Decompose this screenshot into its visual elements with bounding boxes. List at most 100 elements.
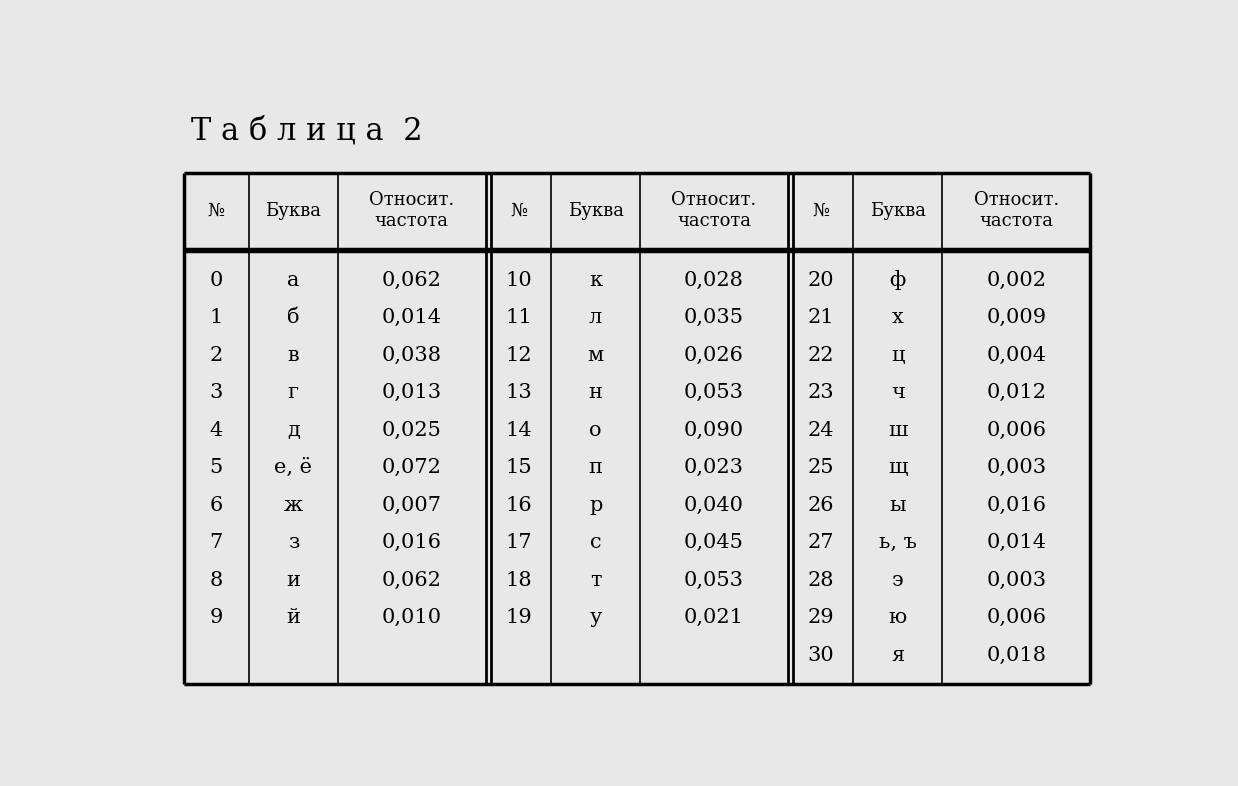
Text: 27: 27 xyxy=(807,534,834,553)
Text: ф: ф xyxy=(890,270,906,290)
Text: л: л xyxy=(589,308,602,327)
Text: 28: 28 xyxy=(807,571,834,590)
Text: 1: 1 xyxy=(209,308,223,327)
Text: Т а б л и ц а  2: Т а б л и ц а 2 xyxy=(191,116,423,146)
Text: 0,003: 0,003 xyxy=(987,571,1046,590)
Text: я: я xyxy=(891,646,905,665)
Text: о: о xyxy=(589,421,602,440)
Text: 22: 22 xyxy=(807,346,834,365)
Text: 20: 20 xyxy=(807,270,834,290)
Text: 0,016: 0,016 xyxy=(987,496,1046,515)
Text: Относит.
частота: Относит. частота xyxy=(671,192,756,230)
Text: 0,040: 0,040 xyxy=(685,496,744,515)
Text: р: р xyxy=(589,496,602,515)
Text: 7: 7 xyxy=(209,534,223,553)
Text: 0,010: 0,010 xyxy=(381,608,442,627)
Text: 6: 6 xyxy=(209,496,223,515)
Text: 3: 3 xyxy=(209,384,223,402)
Text: 26: 26 xyxy=(807,496,834,515)
Text: и: и xyxy=(286,571,301,590)
Text: у: у xyxy=(589,608,602,627)
Text: ч: ч xyxy=(891,384,905,402)
Text: 0,006: 0,006 xyxy=(987,608,1046,627)
Text: 12: 12 xyxy=(505,346,532,365)
Text: 16: 16 xyxy=(505,496,532,515)
Text: 0,045: 0,045 xyxy=(685,534,744,553)
Text: 23: 23 xyxy=(807,384,834,402)
Text: №: № xyxy=(812,202,829,220)
Text: №: № xyxy=(510,202,527,220)
Text: д: д xyxy=(287,421,300,440)
Text: 24: 24 xyxy=(807,421,834,440)
Text: з: з xyxy=(287,534,300,553)
Text: м: м xyxy=(588,346,604,365)
Text: ы: ы xyxy=(889,496,906,515)
Text: 11: 11 xyxy=(505,308,532,327)
Text: 0,025: 0,025 xyxy=(381,421,442,440)
Text: 2: 2 xyxy=(209,346,223,365)
Text: 0,053: 0,053 xyxy=(685,571,744,590)
Text: 21: 21 xyxy=(807,308,834,327)
Text: 9: 9 xyxy=(209,608,223,627)
Text: 18: 18 xyxy=(505,571,532,590)
Text: ц: ц xyxy=(891,346,905,365)
Text: Относит.
частота: Относит. частота xyxy=(973,192,1058,230)
Text: б: б xyxy=(287,308,300,327)
Text: 0,002: 0,002 xyxy=(987,270,1046,290)
Text: №: № xyxy=(208,202,225,220)
Text: в: в xyxy=(287,346,300,365)
Text: 0,072: 0,072 xyxy=(381,458,442,477)
Text: т: т xyxy=(589,571,602,590)
Text: 25: 25 xyxy=(807,458,834,477)
Text: н: н xyxy=(588,384,603,402)
Text: 14: 14 xyxy=(505,421,532,440)
Text: 0: 0 xyxy=(209,270,223,290)
Text: а: а xyxy=(287,270,300,290)
Text: 0,016: 0,016 xyxy=(381,534,442,553)
Text: 0,038: 0,038 xyxy=(381,346,442,365)
Text: к: к xyxy=(589,270,602,290)
Text: й: й xyxy=(286,608,301,627)
Text: 0,018: 0,018 xyxy=(987,646,1046,665)
Text: щ: щ xyxy=(888,458,907,477)
Text: 30: 30 xyxy=(807,646,834,665)
Text: 0,062: 0,062 xyxy=(381,571,442,590)
Text: с: с xyxy=(589,534,602,553)
Text: 0,012: 0,012 xyxy=(987,384,1046,402)
Text: ю: ю xyxy=(889,608,907,627)
Text: 0,006: 0,006 xyxy=(987,421,1046,440)
Text: 0,023: 0,023 xyxy=(685,458,744,477)
Text: 29: 29 xyxy=(807,608,834,627)
Text: 0,028: 0,028 xyxy=(685,270,744,290)
Text: 5: 5 xyxy=(209,458,223,477)
Text: 17: 17 xyxy=(505,534,532,553)
Text: 0,009: 0,009 xyxy=(987,308,1046,327)
Text: 0,007: 0,007 xyxy=(381,496,442,515)
Text: ш: ш xyxy=(888,421,907,440)
Text: Буква: Буква xyxy=(567,202,624,220)
Text: 0,013: 0,013 xyxy=(381,384,442,402)
Text: 0,026: 0,026 xyxy=(685,346,744,365)
Text: 0,053: 0,053 xyxy=(685,384,744,402)
Text: 0,003: 0,003 xyxy=(987,458,1046,477)
Text: 0,090: 0,090 xyxy=(683,421,744,440)
Text: г: г xyxy=(288,384,298,402)
Text: Относит.
частота: Относит. частота xyxy=(369,192,454,230)
Text: 0,035: 0,035 xyxy=(685,308,744,327)
Text: 13: 13 xyxy=(505,384,532,402)
Text: 8: 8 xyxy=(209,571,223,590)
Text: 0,021: 0,021 xyxy=(685,608,744,627)
Text: п: п xyxy=(588,458,603,477)
Text: ь, ъ: ь, ъ xyxy=(879,534,917,553)
Text: 4: 4 xyxy=(209,421,223,440)
Text: Буква: Буква xyxy=(870,202,926,220)
Text: 0,062: 0,062 xyxy=(381,270,442,290)
Text: х: х xyxy=(891,308,904,327)
Text: Буква: Буква xyxy=(265,202,322,220)
Text: 15: 15 xyxy=(505,458,532,477)
Text: 0,004: 0,004 xyxy=(987,346,1046,365)
Text: 10: 10 xyxy=(505,270,532,290)
Text: е, ё: е, ё xyxy=(275,458,312,477)
Text: 0,014: 0,014 xyxy=(381,308,442,327)
Text: ж: ж xyxy=(284,496,303,515)
